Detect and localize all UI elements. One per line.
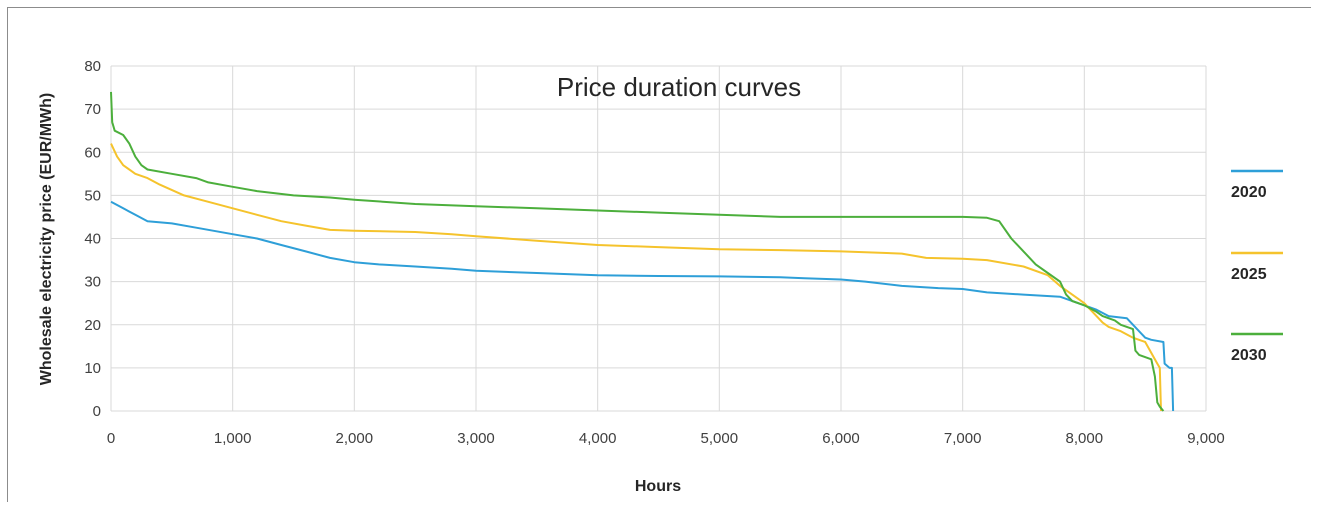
y-tick-label: 10 <box>84 360 101 377</box>
legend-label-2025: 2025 <box>1231 266 1267 283</box>
legend: 2020 2025 2030 <box>1231 169 1283 364</box>
chart-frame <box>7 7 1311 502</box>
y-tick-label: 60 <box>84 144 101 161</box>
x-tick-label: 2,000 <box>336 430 374 447</box>
y-tick-label: 50 <box>84 187 101 204</box>
legend-label-2020: 2020 <box>1231 184 1267 201</box>
y-tick-label: 70 <box>84 101 101 118</box>
legend-label-2030: 2030 <box>1231 347 1267 364</box>
y-tick-label: 30 <box>84 274 101 291</box>
x-tick-label: 8,000 <box>1066 430 1104 447</box>
y-tick-label: 20 <box>84 317 101 334</box>
y-tick-label: 80 <box>84 58 101 75</box>
x-axis-ticks: 0 1,000 2,000 3,000 4,000 5,000 6,000 7,000 8,00… <box>107 430 1225 447</box>
y-axis-ticks: 0 10 20 30 40 50 60 70 80 <box>84 58 101 420</box>
x-tick-label: 6,000 <box>822 430 860 447</box>
x-tick-label: 5,000 <box>701 430 739 447</box>
y-tick-label: 0 <box>93 403 101 420</box>
x-tick-label: 4,000 <box>579 430 617 447</box>
series-line-2025 <box>110 143 1162 412</box>
series-line-2030 <box>110 91 1165 412</box>
y-tick-label: 40 <box>84 231 101 248</box>
x-tick-label: 9,000 <box>1187 430 1225 447</box>
x-tick-label: 1,000 <box>214 430 252 447</box>
y-axis-title: Wholesale electricity price (EUR/MWh) <box>38 93 55 386</box>
series-lines <box>110 91 1175 412</box>
x-tick-label: 3,000 <box>457 430 495 447</box>
chart-title: Price duration curves <box>557 72 801 102</box>
x-axis-title: Hours <box>635 478 681 495</box>
x-tick-label: 7,000 <box>944 430 982 447</box>
x-tick-label: 0 <box>107 430 115 447</box>
series-line-2020 <box>110 200 1175 412</box>
grid-lines <box>110 65 1207 412</box>
